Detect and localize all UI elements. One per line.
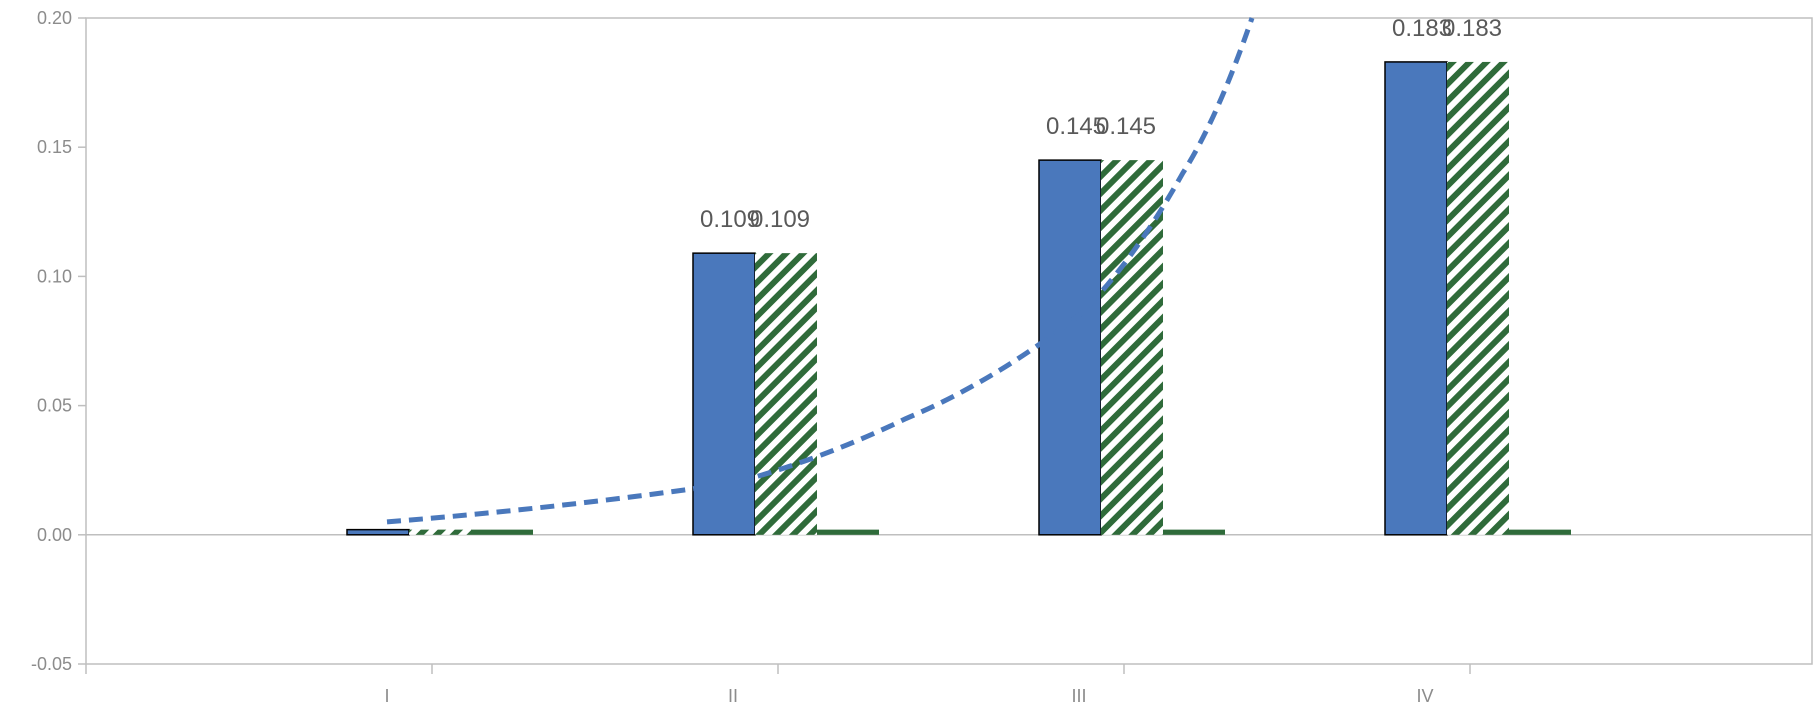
bar xyxy=(1163,529,1225,535)
bar xyxy=(1447,61,1509,535)
data-label: 0.183 xyxy=(1442,15,1502,42)
bar xyxy=(755,253,817,535)
data-label: 0.109 xyxy=(750,206,810,233)
y-tick-label: 0.05 xyxy=(37,396,72,416)
plot-area xyxy=(85,17,1813,665)
x-tick-label: II xyxy=(728,686,738,706)
x-tick-label: I xyxy=(384,686,389,706)
bar xyxy=(1509,529,1571,535)
bar xyxy=(409,529,471,535)
trendline-path xyxy=(386,17,1255,525)
bar xyxy=(692,252,756,536)
y-axis: 0.20 0.15 0.10 0.05 0.00 -0.05 xyxy=(31,8,86,674)
bar xyxy=(1384,61,1448,536)
data-label: 0.109 xyxy=(700,206,760,233)
y-tick-label: -0.05 xyxy=(31,654,72,674)
bar xyxy=(346,528,410,536)
data-label: 0.145 xyxy=(1046,113,1106,140)
x-tick-label: IV xyxy=(1416,686,1433,706)
bars xyxy=(346,61,1571,536)
y-tick-label: 0.15 xyxy=(37,137,72,157)
y-tick-label: 0.20 xyxy=(37,8,72,28)
bar xyxy=(817,529,879,535)
data-label: 0.183 xyxy=(1392,15,1452,42)
bar xyxy=(1038,159,1102,536)
trendline xyxy=(386,17,1255,525)
bar xyxy=(1101,160,1163,535)
y-tick-label: 0.10 xyxy=(37,266,72,286)
x-tick-label: III xyxy=(1071,686,1086,706)
data-label: 0.145 xyxy=(1096,113,1156,140)
y-tick-label: 0.00 xyxy=(37,525,72,545)
bar xyxy=(471,529,533,535)
